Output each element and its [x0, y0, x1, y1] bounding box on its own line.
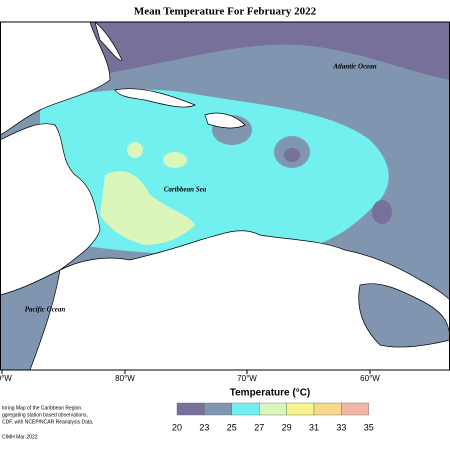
legend-swatch [231, 402, 260, 416]
land-north-america [0, 22, 111, 136]
legend-swatch [176, 402, 205, 416]
longitude-label: 90°W [0, 374, 12, 383]
longitude-labels: 90°W 80°W 70°W 60°W [0, 370, 380, 383]
ocean-label: Pacific Ocean [25, 306, 66, 314]
cold-patch [372, 200, 392, 224]
longitude-label: 60°W [360, 374, 380, 383]
legend-tick-label: 35 [364, 422, 374, 432]
legend-tick-label: 25 [227, 422, 237, 432]
legend-tick-label: 20 [172, 422, 182, 432]
cold-patch [284, 148, 300, 162]
legend-swatch [313, 402, 342, 416]
longitude-label: 70°W [237, 374, 257, 383]
warm-patch [127, 142, 143, 158]
legend-tick-label: 31 [309, 422, 319, 432]
note: CDF, with NCEP/NCAR Reanalysis Data. [2, 419, 93, 425]
map-area: Atlantic Ocean Caribbean Sea Pacific Oce… [0, 22, 450, 370]
legend-tick-label: 29 [282, 422, 292, 432]
sea-label: Caribbean Sea [164, 186, 207, 194]
longitude-label: 80°W [115, 374, 135, 383]
legend: 20 23 25 27 29 31 33 35 [172, 402, 374, 432]
land-central-america [0, 123, 101, 296]
legend-tick-label: 33 [336, 422, 346, 432]
warm-patch [163, 152, 187, 168]
land-south-america [29, 230, 450, 370]
legend-tick-label: 27 [254, 422, 264, 432]
land-hispaniola [204, 112, 246, 129]
land-cuba [114, 88, 196, 108]
note: ggregating station based observations, [2, 412, 88, 418]
notes: toring Map of the Caribbean Region.ggreg… [2, 405, 93, 440]
ocean-cool [0, 22, 450, 95]
warmest-patch [100, 171, 195, 245]
legend-swatch [341, 402, 369, 416]
legend-swatch [204, 402, 232, 416]
legend-swatch [259, 402, 287, 416]
note: toring Map of the Caribbean Region. [2, 405, 83, 411]
note: CIMH Mar-2022 [2, 434, 38, 440]
map-title: Mean Temperature For February 2022 [134, 6, 317, 18]
ocean-label: Atlantic Ocean [332, 63, 376, 71]
land-florida [94, 22, 123, 61]
legend-swatch [286, 402, 315, 416]
legend-tick-label: 23 [199, 422, 209, 432]
legend-title: Temperature (°C) [230, 388, 311, 399]
